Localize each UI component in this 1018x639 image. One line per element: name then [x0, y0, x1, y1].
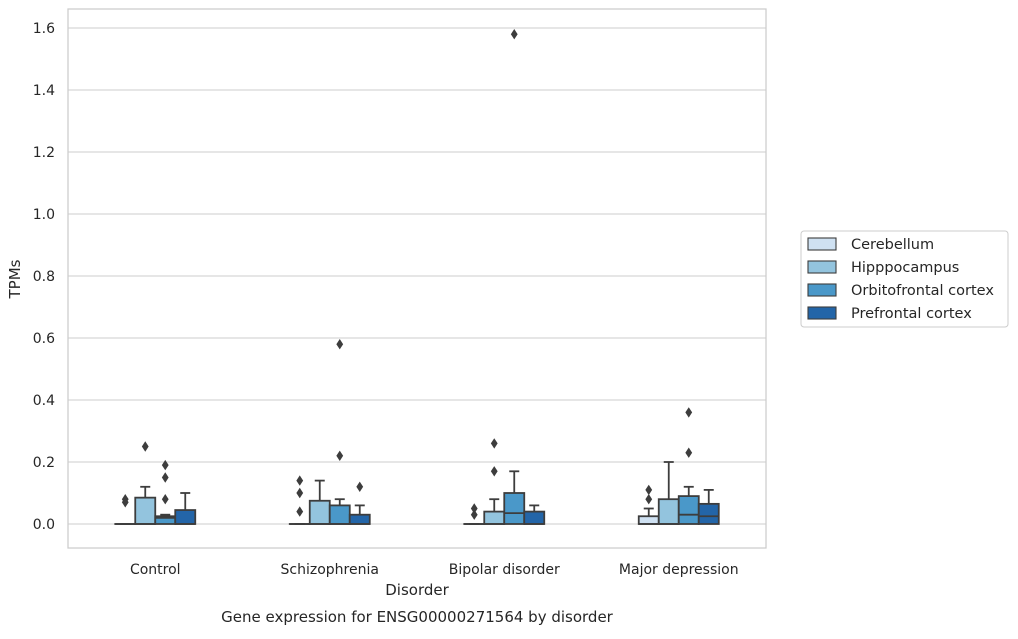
- box-body: [504, 493, 524, 524]
- legend-label: Orbitofrontal cortex: [851, 283, 994, 299]
- box-prefrontal-cortex: [524, 505, 544, 524]
- outlier-point: [162, 472, 169, 482]
- y-tick-label: 0.0: [33, 517, 55, 533]
- box-hipppocampus: [310, 481, 330, 524]
- y-tick-label: 0.6: [33, 331, 55, 347]
- box-cerebellum: [115, 494, 135, 524]
- box-cerebellum: [290, 475, 310, 524]
- x-tick-label: Control: [130, 562, 181, 578]
- box-body: [350, 515, 370, 524]
- box-prefrontal-cortex: [350, 482, 370, 524]
- box-prefrontal-cortex: [175, 493, 195, 524]
- legend-swatch: [808, 284, 836, 296]
- outlier-point: [685, 448, 692, 458]
- x-tick-label: Major depression: [619, 562, 739, 578]
- legend-label: Hipppocampus: [851, 260, 959, 276]
- outlier-point: [645, 485, 652, 495]
- legend-swatch: [808, 261, 836, 273]
- box-body: [699, 504, 719, 524]
- x-axis-ticks: Control Schizophrenia Bipolar disorder Majo…: [130, 562, 739, 578]
- legend-label: Cerebellum: [851, 237, 934, 253]
- box-orbitofrontal-cortex: [330, 339, 350, 524]
- outlier-point: [142, 441, 149, 451]
- x-tick-label: Bipolar disorder: [449, 562, 560, 578]
- outlier-point: [685, 407, 692, 417]
- legend-swatch: [808, 307, 836, 319]
- box-body: [679, 496, 699, 524]
- box-orbitofrontal-cortex: [155, 460, 175, 524]
- outlier-point: [296, 475, 303, 485]
- outlier-point: [491, 438, 498, 448]
- y-tick-label: 1.6: [33, 21, 55, 37]
- y-tick-label: 0.8: [33, 269, 55, 285]
- outlier-point: [336, 451, 343, 461]
- outlier-point: [645, 494, 652, 504]
- outlier-point: [471, 503, 478, 513]
- box-hipppocampus: [659, 462, 679, 524]
- grid-lines: [68, 28, 766, 524]
- y-tick-label: 0.4: [33, 393, 55, 409]
- y-axis-ticks: 0.0 0.2 0.4 0.6 0.8 1.0 1.2 1.4 1.6: [33, 21, 55, 533]
- y-axis-label: TPMs: [6, 259, 24, 299]
- box-hipppocampus: [135, 441, 155, 524]
- box-body: [659, 499, 679, 524]
- box-body: [175, 510, 195, 524]
- legend: Cerebellum Hipppocampus Orbitofrontal cort…: [801, 231, 1008, 327]
- y-tick-label: 1.2: [33, 145, 55, 161]
- box-orbitofrontal-cortex: [679, 407, 699, 524]
- outlier-point: [296, 506, 303, 516]
- box-hipppocampus: [484, 438, 504, 524]
- box-body: [330, 505, 350, 524]
- outlier-point: [336, 339, 343, 349]
- x-tick-label: Schizophrenia: [281, 562, 379, 578]
- outlier-point: [162, 494, 169, 504]
- y-tick-label: 0.2: [33, 455, 55, 471]
- outlier-point: [511, 29, 518, 39]
- y-tick-label: 1.4: [33, 83, 55, 99]
- box-body: [135, 498, 155, 524]
- box-body: [639, 516, 659, 524]
- outlier-point: [296, 488, 303, 498]
- box-body: [524, 512, 544, 524]
- outlier-point: [491, 466, 498, 476]
- chart-title: Gene expression for ENSG00000271564 by d…: [221, 608, 614, 626]
- legend-swatch: [808, 238, 836, 250]
- legend-label: Prefrontal cortex: [851, 306, 972, 322]
- box-body: [484, 512, 504, 524]
- box-body: [310, 501, 330, 524]
- box-cerebellum: [464, 503, 484, 524]
- outlier-point: [356, 482, 363, 492]
- x-axis-label: Disorder: [385, 581, 449, 599]
- box-prefrontal-cortex: [699, 490, 719, 524]
- y-tick-label: 1.0: [33, 207, 55, 223]
- box-cerebellum: [639, 485, 659, 524]
